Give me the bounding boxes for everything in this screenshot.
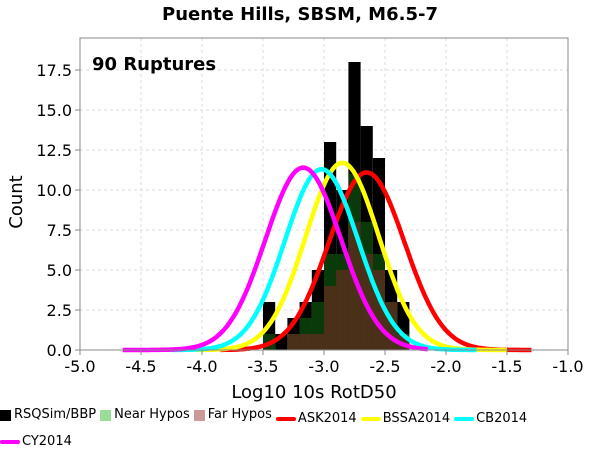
- curve-cy2014: [122, 165, 428, 353]
- legend-label: CB2014: [476, 410, 528, 426]
- chart-title: Puente Hills, SBSM, M6.5-7: [162, 4, 438, 25]
- legend-item-cy2014: CY2014: [0, 431, 72, 453]
- legend-swatch: [193, 409, 205, 421]
- x-tick-label: -1.0: [552, 357, 583, 376]
- x-tick-label: -5.0: [64, 357, 95, 376]
- histogram-bars: [263, 62, 410, 350]
- legend-item-far-hypos: Far Hypos: [193, 404, 272, 426]
- legend: RSQSim/BBP Near Hypos Far Hypos ASK2014 BSSA…: [0, 404, 600, 453]
- y-tick-label: 7.5: [47, 221, 72, 240]
- histogram-bar-far-hypos: [311, 334, 324, 350]
- x-tick-label: -3.0: [308, 357, 339, 376]
- legend-swatch: [454, 416, 475, 421]
- y-axis-label: Count: [6, 175, 27, 228]
- legend-label: CY2014: [22, 433, 72, 449]
- x-tick-label: -2.5: [369, 357, 400, 376]
- legend-label: Near Hypos: [114, 407, 190, 422]
- histogram-bar-far-hypos: [324, 286, 337, 350]
- legend-item-ask2014: ASK2014: [275, 408, 357, 430]
- x-axis-label: Log10 10s RotD50: [231, 382, 396, 403]
- legend-label: RSQSim/BBP: [14, 407, 97, 422]
- histogram-bar-far-hypos: [336, 270, 349, 350]
- legend-swatch: [275, 416, 296, 421]
- legend-swatch: [0, 439, 20, 444]
- legend-swatch: [100, 409, 112, 421]
- legend-swatch: [360, 416, 381, 421]
- legend-item-cb2014: CB2014: [454, 408, 527, 430]
- y-tick-label: 12.5: [36, 141, 72, 160]
- y-tick-label: 15.0: [36, 101, 72, 120]
- rupture-count-annotation: 90 Ruptures: [92, 54, 216, 75]
- x-tick-label: -4.0: [186, 357, 217, 376]
- x-tick-label: -4.5: [125, 357, 156, 376]
- histogram-bar-far-hypos: [287, 334, 300, 350]
- x-tick-label: -2.0: [430, 357, 461, 376]
- gmpe-curves: [122, 160, 532, 353]
- y-tick-label: 0.0: [47, 341, 72, 360]
- x-tick-label: -3.5: [247, 357, 278, 376]
- histogram-bar-far-hypos: [299, 334, 312, 350]
- chart: -5.0 -4.5 -4.0 -3.5 -3.0 -2.5 -2.0 -1.5 -1.0 0.0 2…: [6, 4, 584, 403]
- histogram-bar-far-hypos: [348, 222, 361, 350]
- legend-item-rsqsim-bbp: RSQSim/BBP: [0, 404, 96, 426]
- legend-item-near-hypos: Near Hypos: [100, 404, 190, 426]
- y-tick-label: 2.5: [47, 301, 72, 320]
- legend-swatch: [0, 409, 11, 421]
- y-tick-label: 10.0: [36, 181, 72, 200]
- x-tick-label: -1.5: [491, 357, 522, 376]
- y-tick-label: 17.5: [36, 61, 72, 80]
- axes: -5.0 -4.5 -4.0 -3.5 -3.0 -2.5 -2.0 -1.5 -1.0 0.0 2…: [36, 61, 583, 376]
- legend-label: BSSA2014: [382, 410, 451, 426]
- legend-label: ASK2014: [297, 410, 357, 426]
- legend-label: Far Hypos: [207, 407, 272, 422]
- y-tick-label: 5.0: [47, 261, 72, 280]
- legend-item-bssa2014: BSSA2014: [360, 408, 451, 430]
